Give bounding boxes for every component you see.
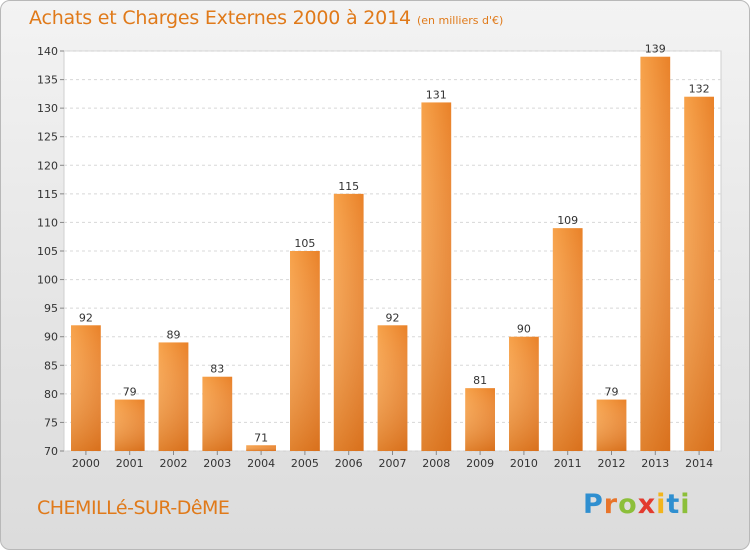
- y-tick-label: 140: [37, 45, 58, 58]
- x-tick-label: 2004: [247, 457, 275, 470]
- y-tick-label: 125: [37, 131, 58, 144]
- bar-shade-2009: [465, 388, 495, 451]
- bar-shade-2005: [290, 251, 320, 451]
- x-tick-label: 2000: [72, 457, 100, 470]
- logo-letter: r: [603, 489, 619, 520]
- bar-shade-2007: [377, 325, 408, 451]
- value-label: 92: [386, 311, 400, 324]
- value-label: 109: [557, 214, 578, 227]
- bar-shade-2012: [596, 399, 627, 451]
- bar-shade-2013: [640, 56, 671, 451]
- value-label: 83: [210, 363, 224, 376]
- bar-shade-2008: [421, 102, 452, 451]
- logo-letter: i: [656, 489, 667, 520]
- x-tick-label: 2002: [160, 457, 188, 470]
- value-label: 105: [294, 237, 315, 250]
- value-label: 132: [689, 83, 710, 96]
- value-label: 79: [123, 386, 137, 399]
- bar-shade-2014: [684, 96, 714, 451]
- bar-shade-2001: [114, 399, 145, 451]
- x-tick-label: 2013: [641, 457, 669, 470]
- y-tick-label: 80: [44, 388, 58, 401]
- x-tick-label: 2005: [291, 457, 319, 470]
- value-label: 79: [605, 386, 619, 399]
- y-tick-label: 70: [44, 445, 58, 458]
- commune-name: CHEMILLé-SUR-DêME: [37, 497, 230, 519]
- value-label: 89: [167, 328, 181, 341]
- value-label: 81: [473, 374, 487, 387]
- y-tick-label: 105: [37, 245, 58, 258]
- y-tick-label: 75: [44, 416, 58, 429]
- y-tick-label: 95: [44, 302, 58, 315]
- bar-shade-2002: [158, 342, 189, 451]
- value-label: 131: [426, 88, 447, 101]
- y-tick-label: 130: [37, 102, 58, 115]
- logo-letter: o: [618, 489, 638, 520]
- bar-shade-2004: [246, 445, 276, 451]
- x-tick-label: 2010: [510, 457, 538, 470]
- y-tick-label: 90: [44, 331, 58, 344]
- y-tick-label: 85: [44, 359, 58, 372]
- x-tick-label: 2012: [598, 457, 626, 470]
- value-label: 115: [338, 180, 359, 193]
- bar-shade-2011: [552, 228, 583, 451]
- logo-letter: P: [583, 489, 604, 520]
- value-label: 139: [645, 43, 666, 56]
- logo-letter: i: [680, 489, 691, 520]
- chart-title: Achats et Charges Externes 2000 à 2014: [29, 7, 411, 29]
- y-tick-label: 135: [37, 74, 58, 87]
- y-tick-label: 115: [37, 188, 58, 201]
- x-tick-label: 2009: [466, 457, 494, 470]
- y-tick-label: 110: [37, 216, 58, 229]
- x-tick-label: 2011: [554, 457, 582, 470]
- x-tick-label: 2001: [116, 457, 144, 470]
- value-label: 92: [79, 311, 93, 324]
- value-label: 71: [254, 431, 268, 444]
- x-tick-label: 2006: [335, 457, 363, 470]
- bar-shade-2006: [333, 193, 364, 451]
- bar-shade-2003: [202, 376, 233, 451]
- chart-subtitle: (en milliers d'€): [417, 14, 504, 27]
- bar-shade-2000: [71, 325, 101, 451]
- y-tick-label: 120: [37, 159, 58, 172]
- y-tick-label: 100: [37, 274, 58, 287]
- logo-letter: t: [666, 489, 681, 520]
- value-label: 90: [517, 323, 531, 336]
- x-tick-label: 2003: [203, 457, 231, 470]
- x-tick-label: 2014: [685, 457, 713, 470]
- proxiti-logo: Proxiti: [583, 489, 691, 520]
- logo-letter: x: [637, 489, 657, 520]
- x-tick-label: 2007: [379, 457, 407, 470]
- x-tick-label: 2008: [422, 457, 450, 470]
- bar-shade-2010: [509, 336, 539, 451]
